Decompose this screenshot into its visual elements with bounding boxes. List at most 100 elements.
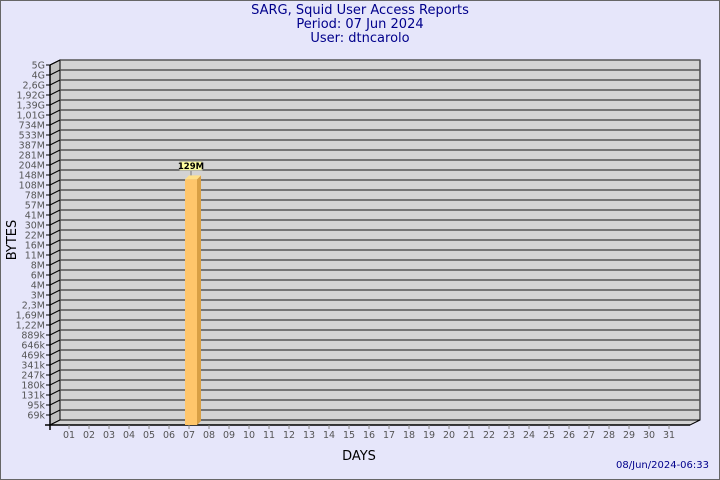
y-tick-label: 1,22M bbox=[16, 321, 45, 332]
y-tick-label: 22M bbox=[25, 231, 45, 242]
data-label-box bbox=[179, 160, 203, 171]
y-tick-label: 108M bbox=[19, 181, 45, 192]
y-tick-label: 2,3M bbox=[22, 301, 45, 312]
gridline-slant bbox=[49, 209, 61, 216]
y-tick-label: 2,6G bbox=[23, 81, 45, 92]
gridline-slant bbox=[49, 259, 61, 266]
x-tick-label: 09 bbox=[223, 430, 235, 441]
gridline-slant bbox=[49, 359, 61, 366]
generated-timestamp: 08/Jun/2024-06:33 bbox=[616, 460, 709, 471]
gridline-slant bbox=[49, 299, 61, 306]
chart-title: SARG, Squid User Access Reports bbox=[251, 3, 469, 18]
y-tick-label: 30M bbox=[25, 221, 45, 232]
x-tick-label: 16 bbox=[363, 430, 375, 441]
y-tick-label: 533M bbox=[19, 131, 45, 142]
gridline-slant bbox=[49, 109, 61, 116]
x-tick-label: 20 bbox=[443, 430, 455, 441]
gridline-slant bbox=[49, 329, 61, 336]
bar-07 bbox=[185, 179, 197, 425]
y-tick-label: 148M bbox=[19, 171, 45, 182]
y-tick-label: 8M bbox=[31, 261, 45, 272]
x-tick-label: 25 bbox=[543, 430, 555, 441]
gridline-slant bbox=[49, 149, 61, 156]
y-tick-label: 11M bbox=[25, 251, 45, 262]
x-tick-label: 10 bbox=[243, 430, 255, 441]
gridline-slant bbox=[49, 79, 61, 86]
x-tick-label: 05 bbox=[143, 430, 155, 441]
chart-period: Period: 07 Jun 2024 bbox=[296, 17, 424, 32]
gridline-slant bbox=[49, 99, 61, 106]
gridline-slant bbox=[49, 199, 61, 206]
gridline-slant bbox=[49, 219, 61, 226]
gridline-slant bbox=[49, 349, 61, 356]
gridline-slant bbox=[49, 379, 61, 386]
y-tick-label: 3M bbox=[31, 291, 45, 302]
x-tick-label: 18 bbox=[403, 430, 415, 441]
y-tick-label: 78M bbox=[25, 191, 45, 202]
bar-side-07 bbox=[197, 175, 201, 425]
gridline-slant bbox=[49, 229, 61, 236]
y-tick-label: 180k bbox=[21, 381, 45, 392]
x-tick-label: 02 bbox=[83, 430, 95, 441]
x-tick-label: 14 bbox=[323, 430, 335, 441]
y-tick-label: 734M bbox=[19, 121, 45, 132]
y-tick-label: 6M bbox=[31, 271, 45, 282]
y-tick-label: 204M bbox=[19, 161, 45, 172]
x-tick-label: 30 bbox=[643, 430, 655, 441]
gridline-slant bbox=[49, 239, 61, 246]
y-tick-label: 1,69M bbox=[16, 311, 45, 322]
gridline-slant bbox=[49, 129, 61, 136]
gridline-slant bbox=[49, 189, 61, 196]
gridline-slant bbox=[49, 179, 61, 186]
gridline-slant bbox=[49, 309, 61, 316]
y-tick-label: 1,01G bbox=[16, 111, 45, 122]
x-tick-label: 03 bbox=[103, 430, 115, 441]
x-tick-label: 08 bbox=[203, 430, 215, 441]
x-tick-label: 27 bbox=[583, 430, 595, 441]
gridline-slant bbox=[49, 339, 61, 346]
y-tick-label: 5G bbox=[32, 61, 45, 72]
y-tick-label: 95k bbox=[27, 401, 45, 412]
y-tick-label: 1,39G bbox=[16, 101, 45, 112]
x-tick-label: 24 bbox=[523, 430, 535, 441]
y-tick-label: 16M bbox=[25, 241, 45, 252]
y-tick-label: 889k bbox=[21, 331, 45, 342]
y-tick-label: 41M bbox=[25, 211, 45, 222]
x-tick-label: 23 bbox=[503, 430, 515, 441]
x-tick-label: 17 bbox=[383, 430, 395, 441]
gridline-slant bbox=[49, 289, 61, 296]
gridline-slant bbox=[49, 319, 61, 326]
gridline-slant bbox=[49, 249, 61, 256]
x-tick-label: 01 bbox=[63, 430, 75, 441]
y-tick-label: 281M bbox=[19, 151, 45, 162]
y-tick-label: 131k bbox=[21, 391, 45, 402]
x-axis-title: DAYS bbox=[342, 449, 376, 464]
gridline-slant bbox=[49, 59, 61, 66]
x-tick-label: 12 bbox=[283, 430, 295, 441]
gridline-slant bbox=[49, 169, 61, 176]
x-tick-label: 15 bbox=[343, 430, 355, 441]
x-tick-label: 29 bbox=[623, 430, 635, 441]
x-tick-label: 22 bbox=[483, 430, 495, 441]
y-tick-label: 387M bbox=[19, 141, 45, 152]
gridline-slant bbox=[49, 389, 61, 396]
data-label: 129M bbox=[178, 162, 204, 172]
x-tick-label: 31 bbox=[663, 430, 675, 441]
gridline-slant bbox=[49, 279, 61, 286]
x-tick-label: 11 bbox=[263, 430, 275, 441]
chart-user: User: dtncarolo bbox=[310, 31, 410, 46]
y-tick-label: 4M bbox=[31, 281, 45, 292]
gridline-slant bbox=[49, 399, 61, 406]
y-tick-label: 247k bbox=[21, 371, 45, 382]
x-tick-label: 26 bbox=[563, 430, 575, 441]
x-tick-label: 04 bbox=[123, 430, 135, 441]
y-tick-label: 646k bbox=[21, 341, 45, 352]
y-tick-label: 69k bbox=[27, 411, 45, 422]
y-tick-label: 57M bbox=[25, 201, 45, 212]
gridline-slant bbox=[49, 159, 61, 166]
x-tick-label: 06 bbox=[163, 430, 175, 441]
y-tick-label: 469k bbox=[21, 351, 45, 362]
gridline-slant bbox=[49, 69, 61, 76]
x-tick-label: 13 bbox=[303, 430, 315, 441]
